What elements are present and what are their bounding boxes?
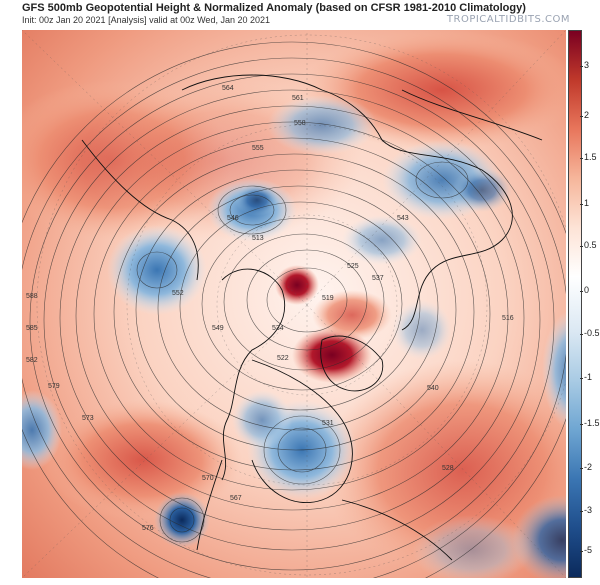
colorbar-tick: 3 [579,60,590,70]
anomaly-map: 588 585 582 579 576 573 570 567 564 561 … [22,30,566,578]
contour-label: 537 [372,275,384,282]
map-subtitle: Init: 00z Jan 20 2021 [Analysis] valid a… [22,15,270,25]
map-title: GFS 500mb Geopotential Height & Normaliz… [22,2,526,14]
contour-label: 558 [294,120,306,127]
contour-label: 561 [292,95,304,102]
contour-label: 519 [322,295,334,302]
colorbar-tick: 0.5 [580,240,597,250]
coastlines [81,74,543,561]
contour-label-group: 588 585 582 579 576 573 570 567 564 561 … [26,85,514,532]
contour-label: 576 [142,525,154,532]
anomaly-blobs [22,30,566,578]
height-contours [22,41,566,578]
contour-label: 522 [277,355,289,362]
contour-label: 549 [212,325,224,332]
colorbar-tick: 2 [579,110,590,120]
colorbar-tick: 1.5 [580,152,597,162]
contour-label: 543 [397,215,409,222]
contour-label: 567 [230,495,242,502]
contour-label: 528 [442,465,454,472]
colorbar-tick: -3 [579,505,593,515]
contour-label: 516 [502,315,514,322]
contour-label: 546 [227,215,239,222]
contour-label: 552 [172,290,184,297]
contour-label: 513 [252,235,264,242]
contour-label: 555 [252,145,264,152]
contour-label: 531 [322,420,334,427]
contour-label: 585 [26,325,38,332]
contour-label: 564 [222,85,234,92]
contour-label: 534 [272,325,284,332]
colorbar-tick: -5 [579,545,593,555]
contour-label: 573 [82,415,94,422]
graticule [22,30,566,578]
contour-label: 588 [26,293,38,300]
colorbar-tick: -1 [579,372,593,382]
anomaly-colorbar [568,30,582,578]
brand-watermark: TROPICALTIDBITS.COM [446,14,570,25]
colorbar-tick: -1.5 [580,418,600,428]
colorbar-tick: 1 [579,198,590,208]
contour-label: 570 [202,475,214,482]
contour-label: 579 [48,383,60,390]
colorbar-tick: -2 [579,462,593,472]
header: GFS 500mb Geopotential Height & Normaliz… [0,0,600,30]
contour-label: 582 [26,357,38,364]
contour-label: 540 [427,385,439,392]
colorbar-tick: -0.5 [580,328,600,338]
contour-label: 525 [347,263,359,270]
colorbar-tick: 0 [579,285,590,295]
